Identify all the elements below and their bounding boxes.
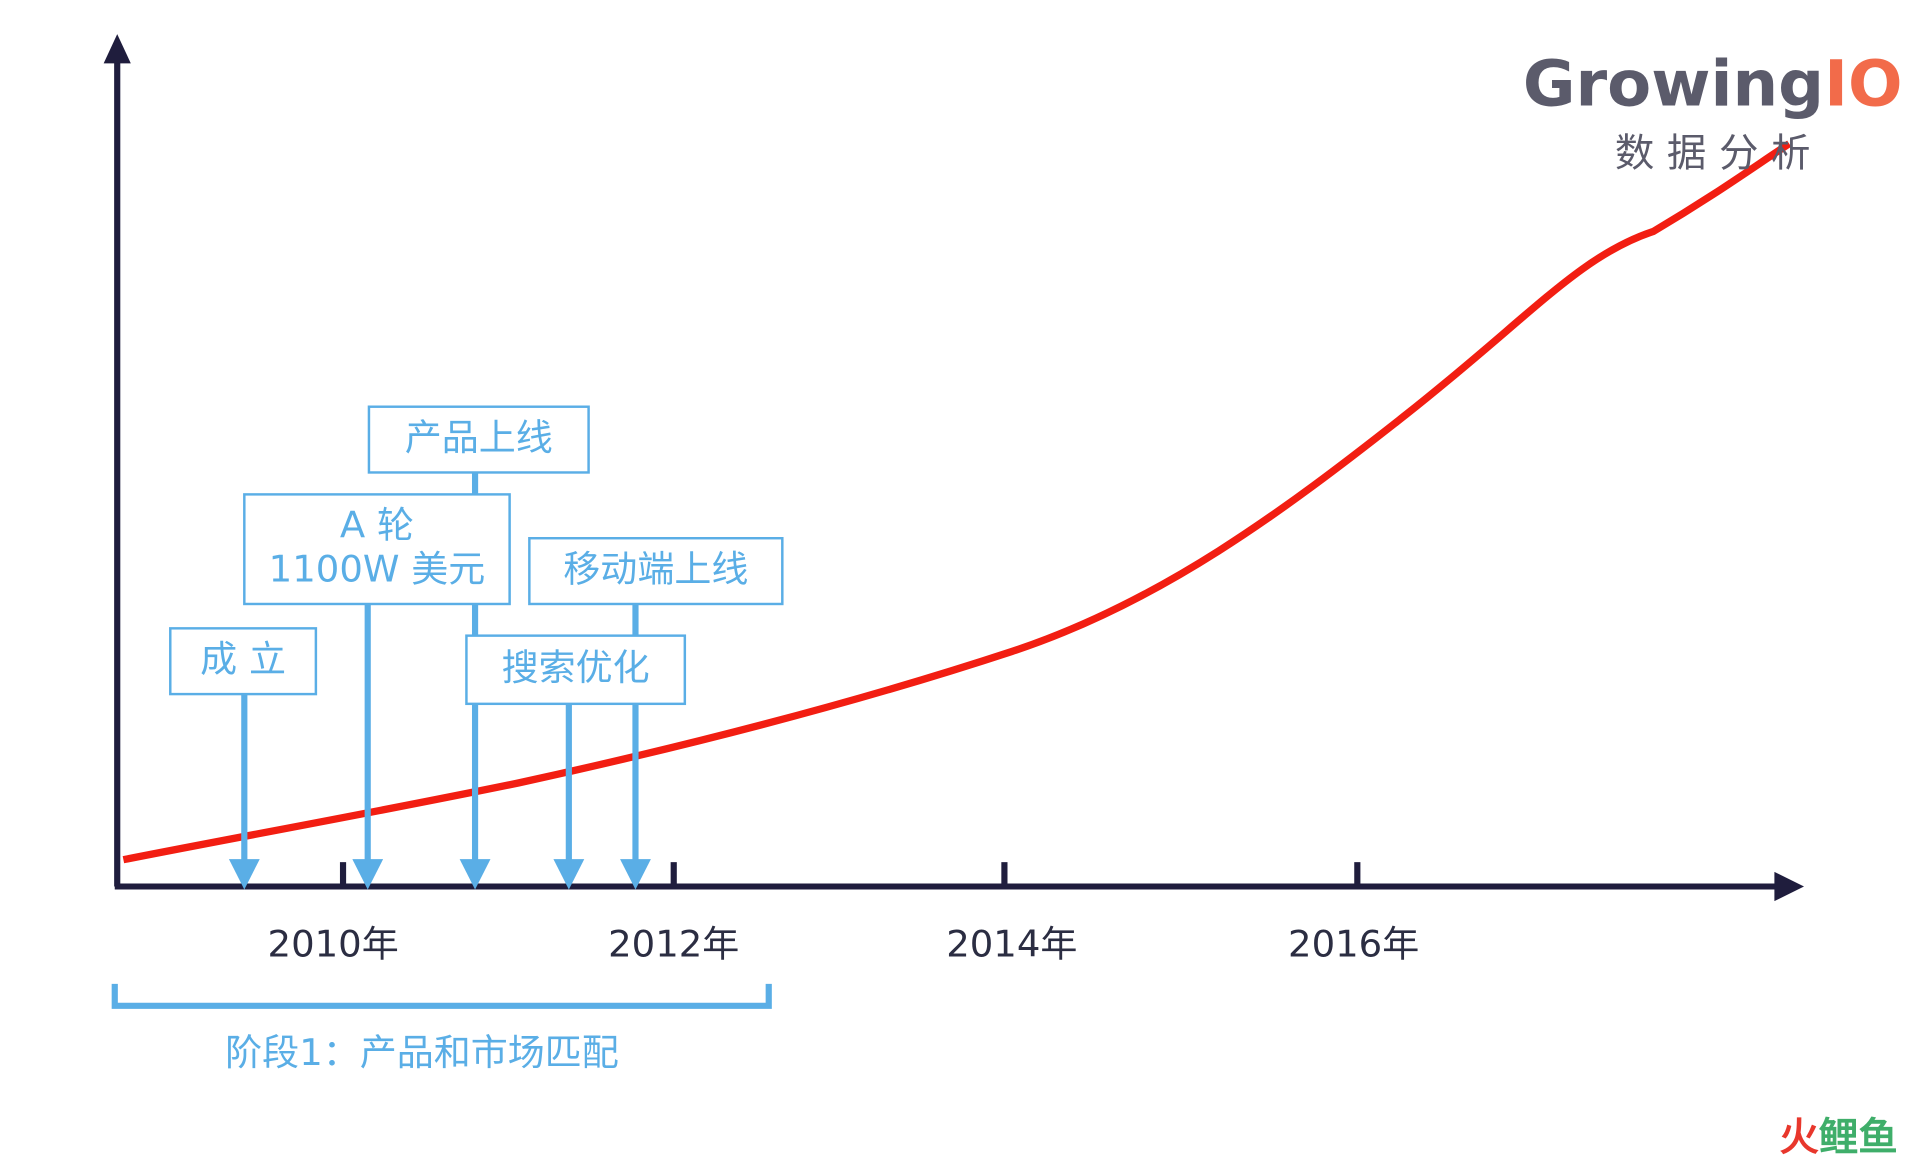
stage-label: 阶段1：产品和市场匹配 — [225, 1031, 619, 1074]
event-box — [169, 627, 318, 696]
watermark: 火鲤鱼 — [1779, 1115, 1897, 1160]
event-label: 1100W 美元 — [269, 548, 486, 591]
event-label: 搜索优化 — [502, 646, 650, 689]
logo-tagline: 数 据 分 析 — [1615, 132, 1811, 177]
x-axis-arrow — [1774, 871, 1805, 902]
event-label: 产品上线 — [405, 416, 553, 459]
x-tick-label: 2010年 — [268, 923, 399, 966]
event-box — [528, 537, 784, 606]
logo-brand-main: Growing — [1523, 48, 1824, 122]
event-label: A 轮 — [340, 504, 414, 547]
logo-brand-io: IO — [1824, 48, 1902, 122]
stage-bracket — [111, 983, 772, 1009]
x-tick-label: 2012年 — [608, 923, 739, 966]
watermark-part: 鲤鱼 — [1819, 1115, 1898, 1160]
x-tick-label: 2014年 — [946, 923, 1077, 966]
logo-brand: GrowingIO — [1523, 48, 1903, 122]
growth-curve — [122, 140, 1792, 864]
event-box — [465, 634, 687, 706]
watermark-part: 火 — [1779, 1115, 1818, 1160]
event-box — [367, 405, 590, 474]
event-label: 成 立 — [200, 638, 286, 681]
y-axis-arrow — [103, 34, 131, 64]
event-label: 移动端上线 — [563, 548, 748, 591]
x-tick-label: 2016年 — [1288, 923, 1419, 966]
event-box — [243, 493, 511, 606]
